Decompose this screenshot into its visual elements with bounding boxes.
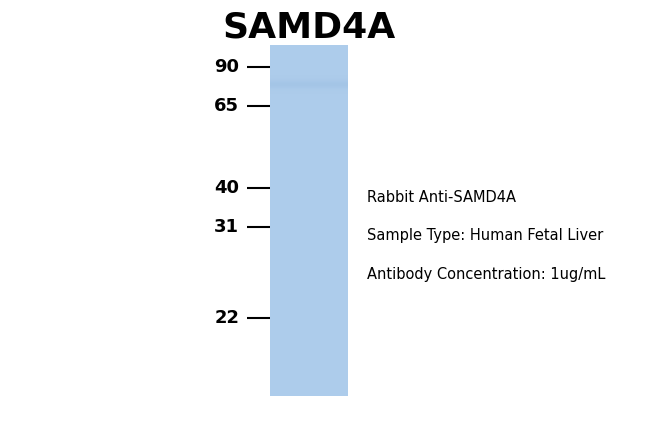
Text: 40: 40	[214, 179, 239, 197]
Text: 90: 90	[214, 58, 239, 76]
Text: Antibody Concentration: 1ug/mL: Antibody Concentration: 1ug/mL	[367, 268, 606, 282]
Text: 22: 22	[214, 309, 239, 327]
Text: Sample Type: Human Fetal Liver: Sample Type: Human Fetal Liver	[367, 229, 603, 243]
Text: SAMD4A: SAMD4A	[222, 11, 395, 45]
Text: 31: 31	[214, 218, 239, 236]
Bar	[270, 45, 348, 396]
Text: 65: 65	[214, 97, 239, 115]
Text: Rabbit Anti-SAMD4A: Rabbit Anti-SAMD4A	[367, 190, 516, 204]
